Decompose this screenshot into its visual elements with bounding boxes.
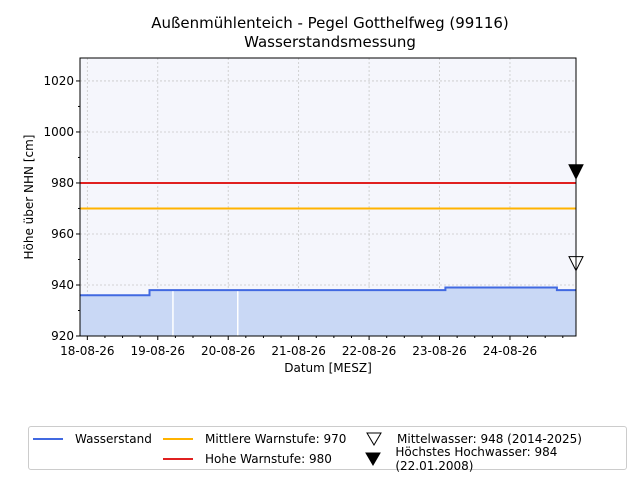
x-tick-label: 18-08-26 [60, 344, 114, 358]
legend-label-hohe-warnstufe: Hohe Warnstufe: 980 [205, 452, 332, 466]
x-axis-label: Datum [MESZ] [284, 361, 372, 375]
legend-label-wasserstand: Wasserstand [75, 432, 152, 446]
hollow-triangle-icon [359, 432, 389, 446]
x-tick-label: 23-08-26 [412, 344, 466, 358]
y-axis-label: Höhe über NHN [cm] [22, 134, 36, 260]
legend-label-mittlere-warnstufe: Mittlere Warnstufe: 970 [205, 432, 347, 446]
legend-item-hoechstes-hochwasser: Höchstes Hochwasser: 984 (22.01.2008) [359, 445, 626, 473]
y-tick-label: 1000 [43, 125, 74, 139]
y-tick-label: 1020 [43, 74, 74, 88]
water-level-line [80, 286, 576, 297]
x-tick-label: 19-08-26 [131, 344, 185, 358]
legend-item-hohe-warnstufe: Hohe Warnstufe: 980 [163, 449, 332, 469]
legend-swatch-mittlere-warnstufe [163, 438, 193, 440]
chart-legend: Wasserstand Mittlere Warnstufe: 970 Hohe… [28, 426, 627, 473]
legend-swatch-hohe-warnstufe [163, 458, 193, 460]
y-tick-label: 980 [51, 176, 74, 190]
legend-item-wasserstand: Wasserstand [33, 429, 152, 449]
water-level-area [80, 287, 576, 336]
x-tick-label: 22-08-26 [342, 344, 396, 358]
legend-swatch-wasserstand [33, 438, 63, 440]
x-tick-label: 24-08-26 [483, 344, 537, 358]
chart-subtitle: Wasserstandsmessung [244, 33, 416, 51]
legend-label-mittelwasser: Mittelwasser: 948 (2014-2025) [397, 432, 582, 446]
y-tick-label: 960 [51, 227, 74, 241]
y-tick-label: 920 [51, 329, 74, 343]
chart-title: Außenmühlenteich - Pegel Gotthelfweg (99… [151, 14, 509, 32]
legend-item-mittelwasser: Mittelwasser: 948 (2014-2025) [359, 429, 582, 449]
filled-triangle-icon [359, 452, 387, 466]
x-tick-label: 21-08-26 [271, 344, 325, 358]
legend-item-mittlere-warnstufe: Mittlere Warnstufe: 970 [163, 429, 346, 449]
y-tick-label: 940 [51, 278, 74, 292]
legend-label-hoechstes-hochwasser: Höchstes Hochwasser: 984 (22.01.2008) [395, 445, 558, 473]
x-tick-label: 20-08-26 [201, 344, 255, 358]
plot-frame [79, 57, 577, 337]
